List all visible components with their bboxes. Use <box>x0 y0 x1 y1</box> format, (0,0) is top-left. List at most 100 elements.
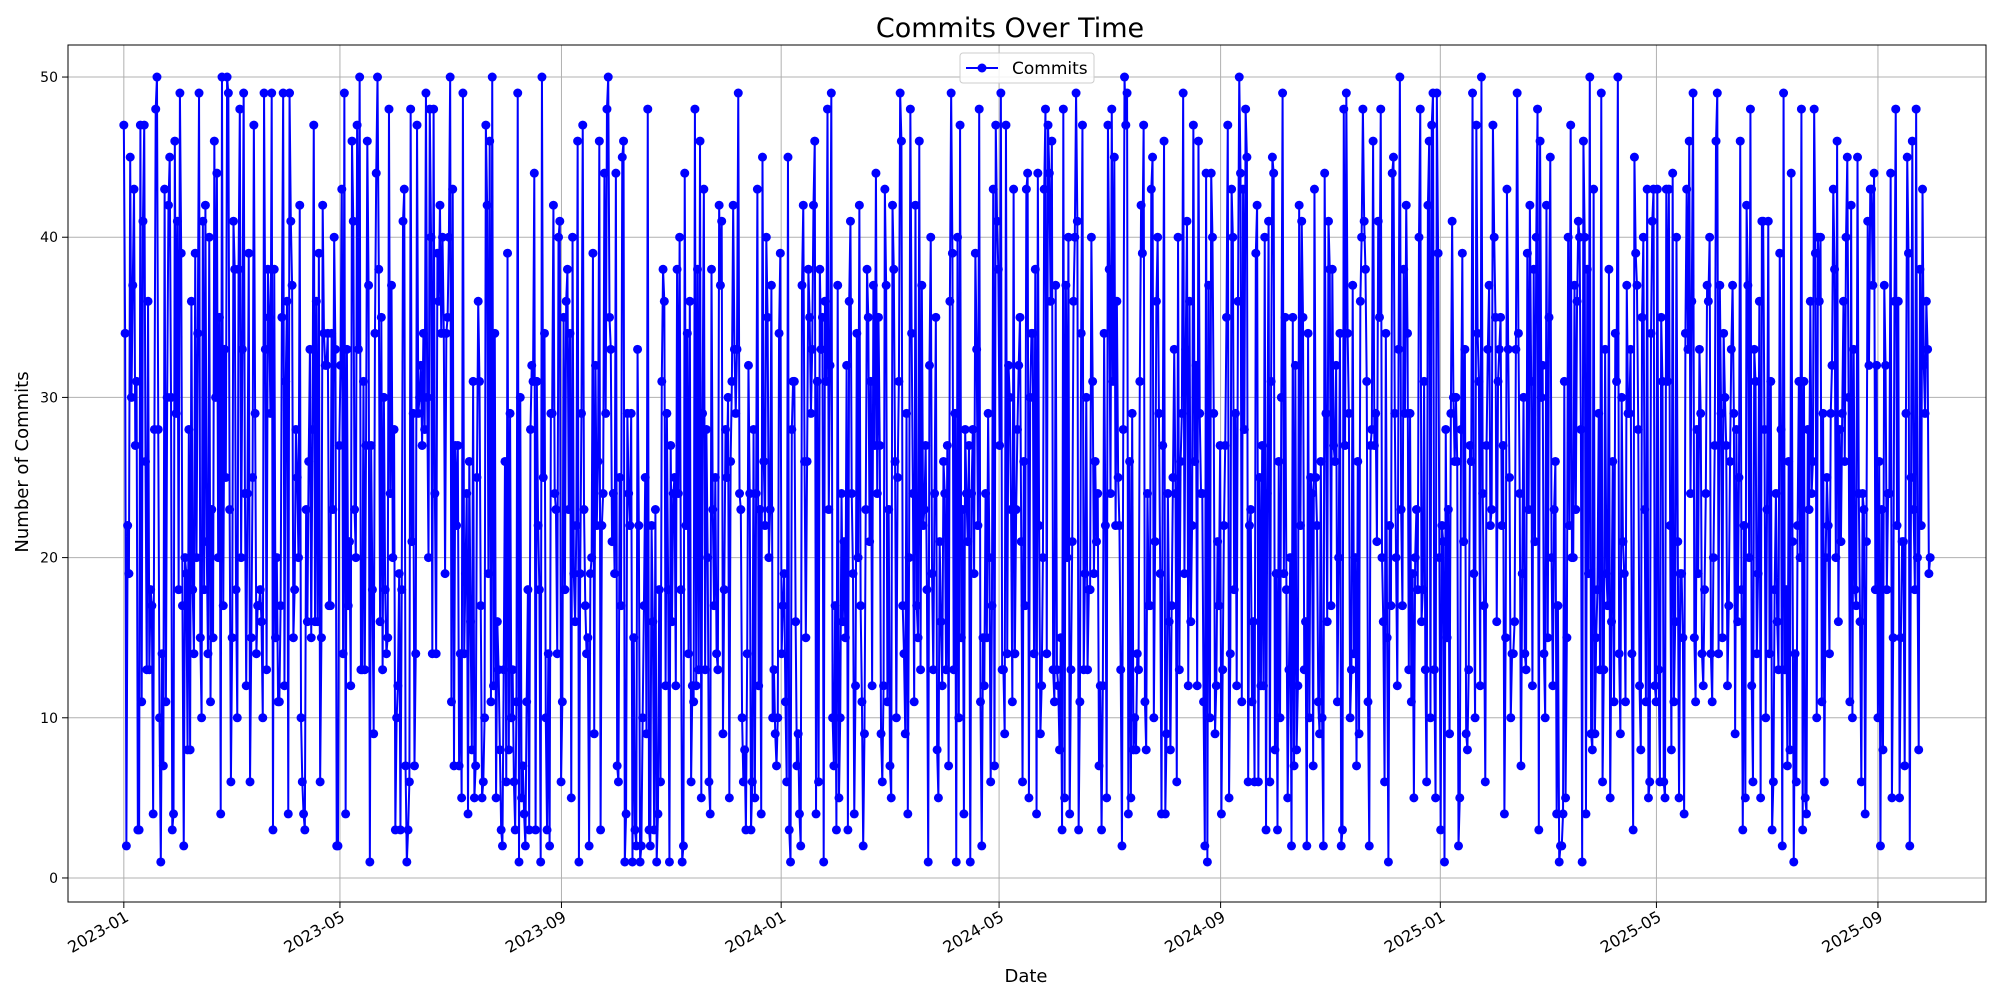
data-point <box>1420 665 1430 675</box>
data-point <box>394 569 404 579</box>
data-point <box>580 601 590 611</box>
data-point <box>1299 665 1309 675</box>
data-point <box>1005 392 1015 402</box>
data-point <box>1744 553 1754 563</box>
data-point <box>123 521 133 531</box>
data-point <box>1766 376 1776 386</box>
data-point <box>814 777 824 787</box>
data-point <box>228 216 238 226</box>
data-point <box>928 665 938 675</box>
data-point <box>1479 601 1489 611</box>
data-point <box>1856 777 1866 787</box>
data-point <box>487 72 497 82</box>
data-point <box>1057 825 1067 835</box>
data-point <box>923 857 933 867</box>
data-point <box>761 232 771 242</box>
data-point <box>778 601 788 611</box>
data-point <box>884 505 894 515</box>
data-point <box>1359 216 1369 226</box>
data-point <box>575 569 585 579</box>
data-point <box>172 216 182 226</box>
data-point <box>497 841 507 851</box>
data-point <box>1344 408 1354 418</box>
data-point <box>529 168 539 178</box>
data-point <box>1686 489 1696 499</box>
data-point <box>1424 136 1434 146</box>
data-point <box>621 809 631 819</box>
data-point <box>992 216 1002 226</box>
data-point <box>740 745 750 755</box>
data-point <box>775 248 785 258</box>
data-point <box>1581 809 1591 819</box>
data-point <box>1338 825 1347 835</box>
data-point <box>327 328 337 338</box>
data-point <box>1925 553 1935 563</box>
data-point <box>1140 697 1150 707</box>
data-point <box>353 344 363 354</box>
data-point <box>1688 88 1698 98</box>
legend-marker-swatch <box>977 63 987 73</box>
data-point <box>1447 216 1457 226</box>
data-point <box>732 344 742 354</box>
data-point <box>1770 585 1780 595</box>
data-point <box>721 424 731 434</box>
data-point <box>979 681 989 691</box>
data-point <box>193 328 203 338</box>
data-point <box>1754 296 1764 306</box>
data-point <box>550 489 560 499</box>
data-point <box>564 505 574 515</box>
data-point <box>393 681 403 691</box>
data-point <box>1700 585 1710 595</box>
data-point <box>1874 456 1884 466</box>
data-point <box>1241 104 1251 114</box>
data-point <box>1276 392 1286 402</box>
data-point <box>837 489 847 499</box>
data-point <box>1702 280 1712 290</box>
data-point <box>1055 745 1065 755</box>
data-point <box>839 537 849 547</box>
data-point <box>163 200 173 210</box>
data-point <box>1262 489 1272 499</box>
data-point <box>1838 296 1848 306</box>
data-point <box>861 505 871 515</box>
data-point <box>1851 601 1861 611</box>
data-point <box>370 328 380 338</box>
data-point <box>538 473 548 482</box>
data-point <box>1726 344 1736 354</box>
data-point <box>1846 200 1856 210</box>
data-point <box>726 456 736 466</box>
data-point <box>718 729 728 739</box>
data-point <box>977 841 987 851</box>
data-point <box>1411 505 1421 515</box>
data-point <box>1849 344 1859 354</box>
data-point <box>1870 585 1880 595</box>
data-point <box>1689 633 1699 643</box>
data-point <box>1800 793 1810 803</box>
data-point <box>1619 569 1629 579</box>
data-point <box>590 360 600 370</box>
data-point <box>913 633 923 643</box>
data-point <box>1716 408 1726 418</box>
data-point <box>1135 376 1145 386</box>
data-point <box>1543 633 1553 643</box>
data-point <box>418 328 428 338</box>
data-point <box>1287 841 1297 851</box>
data-point <box>1627 649 1637 659</box>
data-point <box>508 665 518 675</box>
data-point <box>1040 104 1050 114</box>
data-point <box>1223 120 1233 130</box>
data-point <box>700 665 710 675</box>
data-point <box>1060 793 1070 803</box>
data-point <box>769 665 779 675</box>
data-point <box>157 649 167 659</box>
data-point <box>1346 665 1356 675</box>
data-point <box>1167 601 1177 611</box>
data-point <box>1100 521 1110 531</box>
data-point <box>362 136 372 146</box>
data-point <box>627 857 637 867</box>
data-point <box>756 809 766 819</box>
data-point <box>350 505 360 515</box>
data-point <box>1012 424 1022 434</box>
data-point <box>1896 633 1906 643</box>
data-point <box>385 489 395 499</box>
